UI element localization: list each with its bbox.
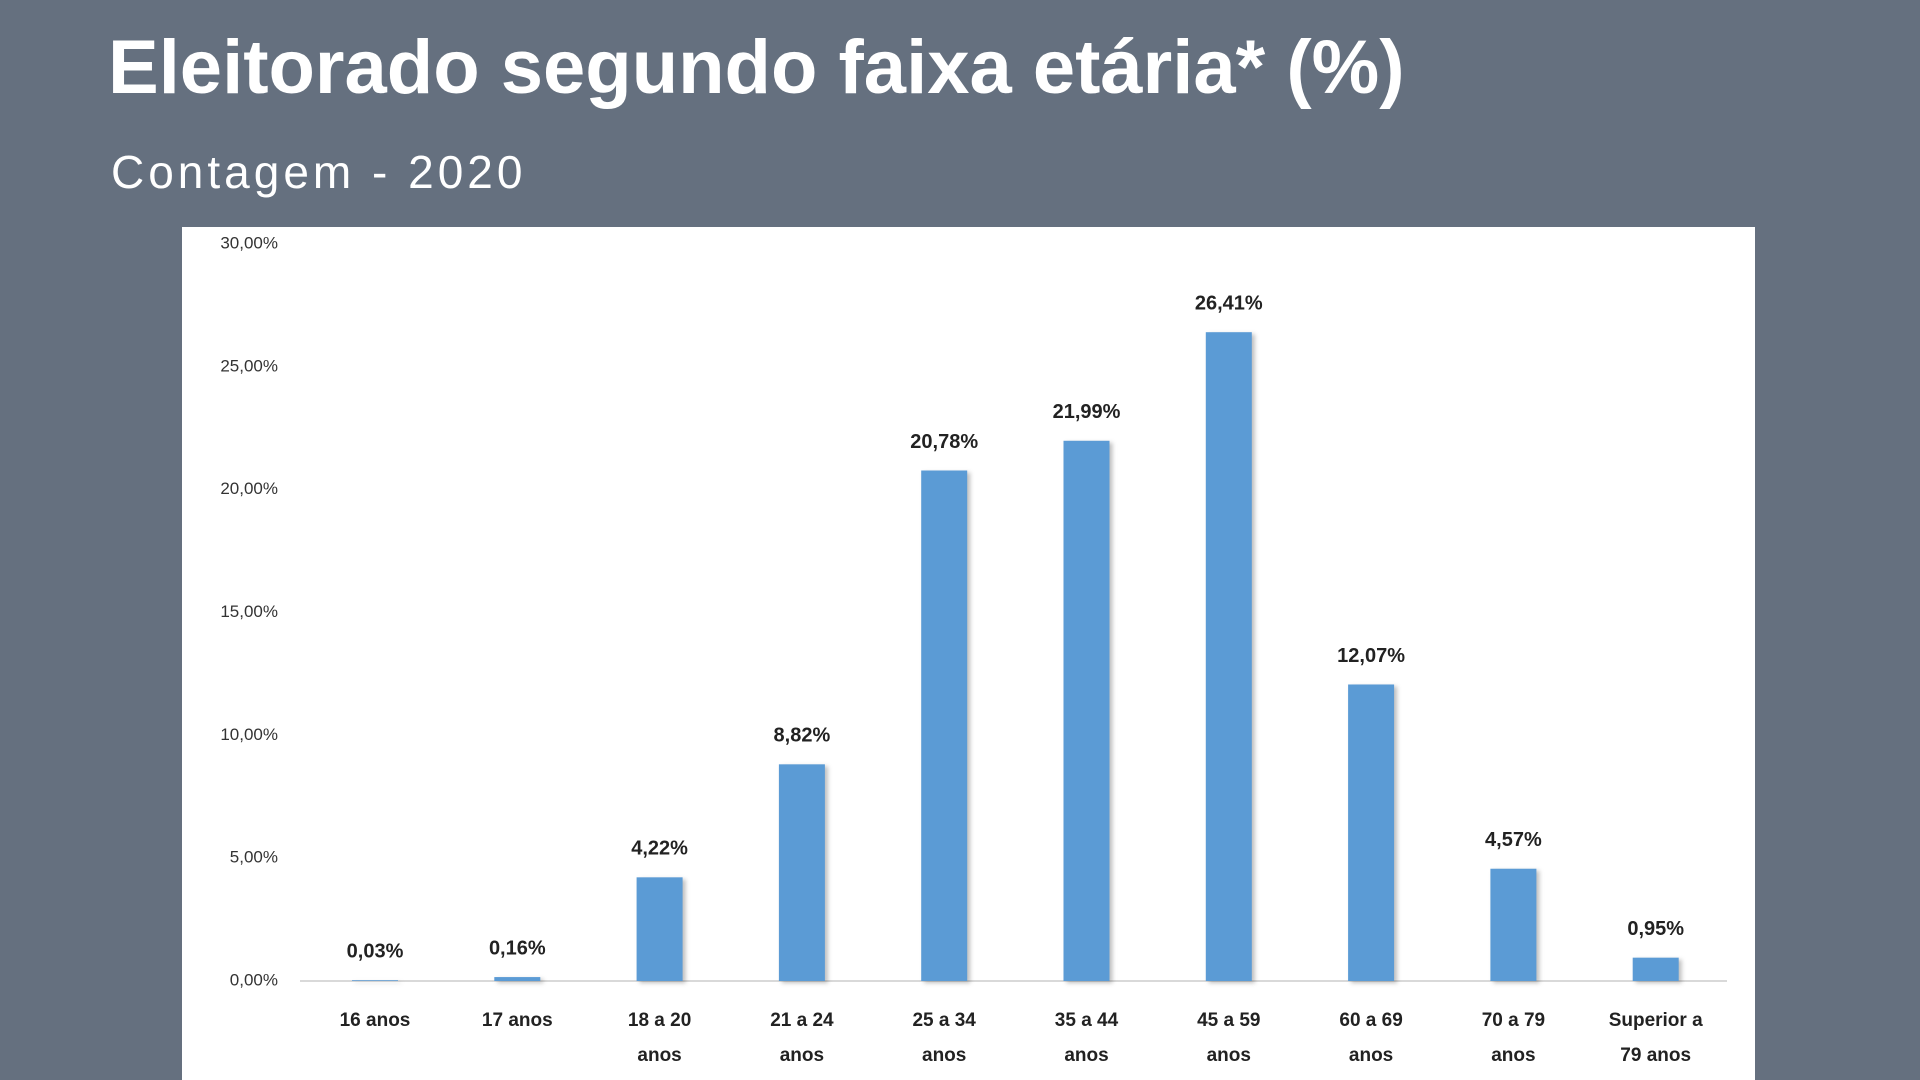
x-tick-label: 35 a 44 anos <box>1054 1010 1119 1066</box>
bar <box>1063 440 1110 981</box>
x-tick-label: 17 anos <box>481 1010 553 1031</box>
y-tick-label: 20,00% <box>220 479 278 498</box>
value-label: 12,07% <box>1337 645 1405 667</box>
y-tick-label: 5,00% <box>230 848 278 867</box>
x-tick-label: 45 a 59 anos <box>1197 1010 1261 1066</box>
x-tick-label: 21 a 24 anos <box>770 1010 834 1066</box>
value-label: 4,57% <box>1485 829 1542 851</box>
bar <box>778 764 825 981</box>
x-tick-label: 70 a 79 anos <box>1481 1010 1546 1066</box>
x-tick-label: 25 a 34 anos <box>912 1010 976 1066</box>
y-tick-label: 25,00% <box>220 356 278 375</box>
value-label: 4,22% <box>631 838 688 860</box>
chart-title: Eleitorado segundo faixa etária* (%) <box>108 25 1405 110</box>
y-tick-label: 15,00% <box>220 602 278 621</box>
bar <box>1348 684 1395 981</box>
bar <box>1205 332 1252 981</box>
y-tick-label: 10,00% <box>220 725 278 744</box>
value-label: 0,03% <box>347 941 404 963</box>
chart-subtitle: Contagem - 2020 <box>111 146 527 198</box>
x-tick-label: 60 a 69 anos <box>1339 1010 1403 1066</box>
x-tick-label: Superior a 79 anos <box>1608 1010 1703 1066</box>
value-label: 21,99% <box>1053 401 1121 423</box>
bar <box>1632 957 1679 981</box>
bar <box>352 980 398 981</box>
x-tick-label: 16 anos <box>339 1010 411 1031</box>
y-tick-label: 0,00% <box>230 970 278 989</box>
y-tick-label: 30,00% <box>220 233 278 252</box>
bar <box>921 470 968 981</box>
value-label: 0,95% <box>1627 918 1684 940</box>
bar <box>494 977 541 981</box>
value-label: 0,16% <box>489 937 546 959</box>
bar <box>1490 868 1537 981</box>
value-label: 8,82% <box>774 725 831 747</box>
value-label: 26,41% <box>1195 292 1263 314</box>
bar <box>636 877 683 981</box>
value-label: 20,78% <box>910 431 978 453</box>
x-tick-label: 18 a 20 anos <box>627 1010 692 1066</box>
